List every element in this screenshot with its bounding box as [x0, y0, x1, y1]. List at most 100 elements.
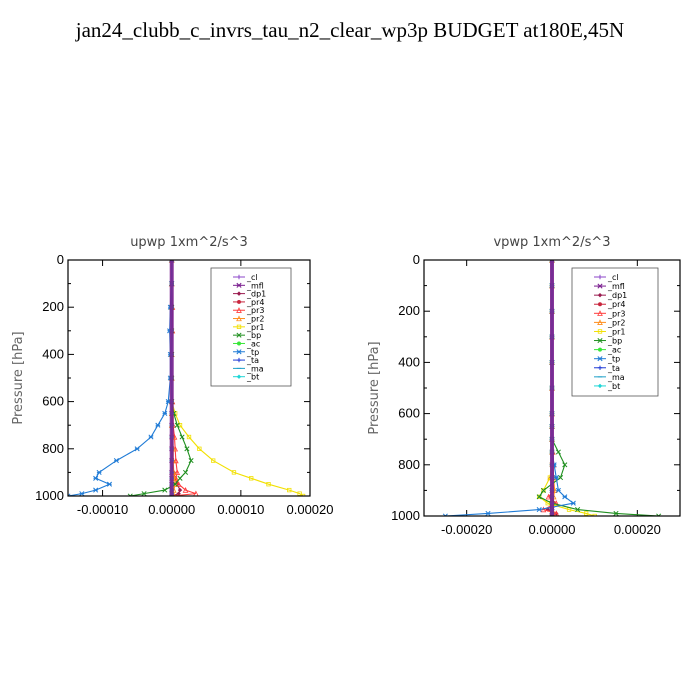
legend-marker [597, 310, 603, 316]
legend-item: _tp [594, 355, 620, 364]
legend-box [571, 267, 659, 397]
legend-marker [236, 315, 242, 322]
data-point [211, 458, 216, 463]
series-tp [68, 260, 175, 496]
legend-label: _ma [246, 364, 264, 373]
x-tick-label: -0.00020 [441, 522, 492, 537]
legend-marker [236, 307, 242, 313]
legend-item: _mfl [594, 282, 625, 291]
legend-label: _pr2 [246, 315, 264, 324]
y-tick-label: 200 [42, 299, 64, 314]
data-point [113, 458, 119, 464]
legend-marker [237, 341, 241, 346]
legend-item: _pr4 [233, 298, 264, 307]
chart-title: vpwp 1xm^2/s^3 [493, 235, 610, 250]
data-point [442, 513, 448, 516]
data-point [79, 491, 85, 496]
legend-marker [597, 292, 603, 298]
data-point [553, 475, 559, 481]
legend-label: _mfl [607, 282, 625, 291]
legend-item: _bt [594, 382, 620, 391]
series-line [171, 260, 197, 496]
legend-item: _ta [594, 364, 620, 373]
legend-item: _pr3 [594, 309, 625, 318]
legend-label: _bt [607, 382, 620, 391]
series-bp [127, 260, 194, 496]
legend-marker [597, 365, 603, 370]
legend-item: _pr1 [594, 327, 625, 336]
data-point [540, 506, 547, 513]
legend-item: _mfl [233, 281, 264, 290]
legend-label: _pr4 [246, 298, 264, 307]
legend-label: _dp1 [607, 291, 627, 300]
data-point [155, 422, 161, 428]
data-point [93, 487, 99, 493]
legend-label: _pr2 [607, 318, 625, 327]
legend-item: _bp [594, 337, 622, 346]
legend-item: _pr4 [594, 300, 625, 309]
y-tick-label: 1000 [35, 488, 64, 503]
legend-item: _pr2 [233, 315, 264, 324]
data-point [177, 475, 183, 481]
legend-label: _bp [246, 331, 261, 340]
legend-marker [236, 332, 242, 338]
legend-marker [236, 324, 242, 330]
y-tick-label: 400 [398, 354, 420, 369]
data-point [179, 434, 185, 440]
legend-label: _pr1 [246, 323, 264, 332]
legend-marker [598, 347, 602, 352]
data-point [173, 457, 179, 464]
y-tick-label: 800 [42, 441, 64, 456]
data-point [174, 469, 181, 475]
legend-marker [597, 356, 603, 362]
data-point [148, 434, 154, 440]
legend-marker [597, 319, 603, 325]
legend-item: _bp [233, 331, 261, 340]
data-point [162, 410, 168, 416]
legend-item: _bt [233, 373, 259, 382]
data-point [134, 446, 140, 452]
data-point [68, 493, 71, 496]
legend-marker [597, 329, 603, 334]
x-tick-label: 0.00020 [614, 522, 661, 537]
chart-panel-2: vpwp 1xm^2/s^3 Pressure [hPa] 0 200 400 600 80… [367, 235, 681, 537]
data-point [541, 488, 546, 493]
legend: _cl_mfl_dp1_pr4_pr3_pr2_pr1_bp_ac_tp_ta_… [571, 267, 659, 397]
data-point [175, 481, 182, 487]
legend-item: _ta [233, 356, 259, 365]
data-point [182, 469, 189, 475]
y-tick-label: 600 [398, 406, 420, 421]
data-point [106, 481, 113, 487]
legend-box [210, 267, 292, 387]
data-point [127, 493, 133, 496]
data-point [583, 511, 589, 516]
legend-item: _cl [233, 273, 258, 282]
data-point [297, 491, 302, 496]
data-point [562, 494, 568, 500]
data-point [174, 422, 180, 428]
y-tick-label: 800 [398, 457, 420, 472]
legend-marker [597, 337, 603, 344]
y-tick-label: 1000 [391, 508, 420, 523]
data-point [249, 476, 254, 481]
plot-area [442, 260, 662, 516]
y-tick-label: 200 [398, 303, 420, 318]
y-tick-label: 0 [57, 252, 64, 267]
data-point [93, 475, 99, 481]
data-point [613, 510, 619, 516]
legend-item: _tp [233, 348, 259, 357]
legend: _cl_mfl_dp1_pr4_pr3_pr2_pr1_bp_ac_tp_ta_… [210, 267, 292, 387]
x-tick-label: 0.00000 [529, 522, 576, 537]
figure-title: jan24_clubb_c_invrs_tau_n2_clear_wp3p BU… [75, 18, 625, 42]
legend-label: _dp1 [246, 290, 266, 299]
zero-series-stack [550, 260, 554, 516]
x-tick-label: 0.00020 [287, 502, 334, 517]
data-point [162, 487, 168, 493]
data-point [536, 507, 542, 513]
data-point [266, 482, 271, 487]
y-axis-label: Pressure [hPa] [11, 331, 26, 424]
y-tick-label: 600 [42, 394, 64, 409]
legend-label: _ma [607, 373, 625, 382]
data-point [141, 491, 147, 496]
y-tick-label: 400 [42, 346, 64, 361]
